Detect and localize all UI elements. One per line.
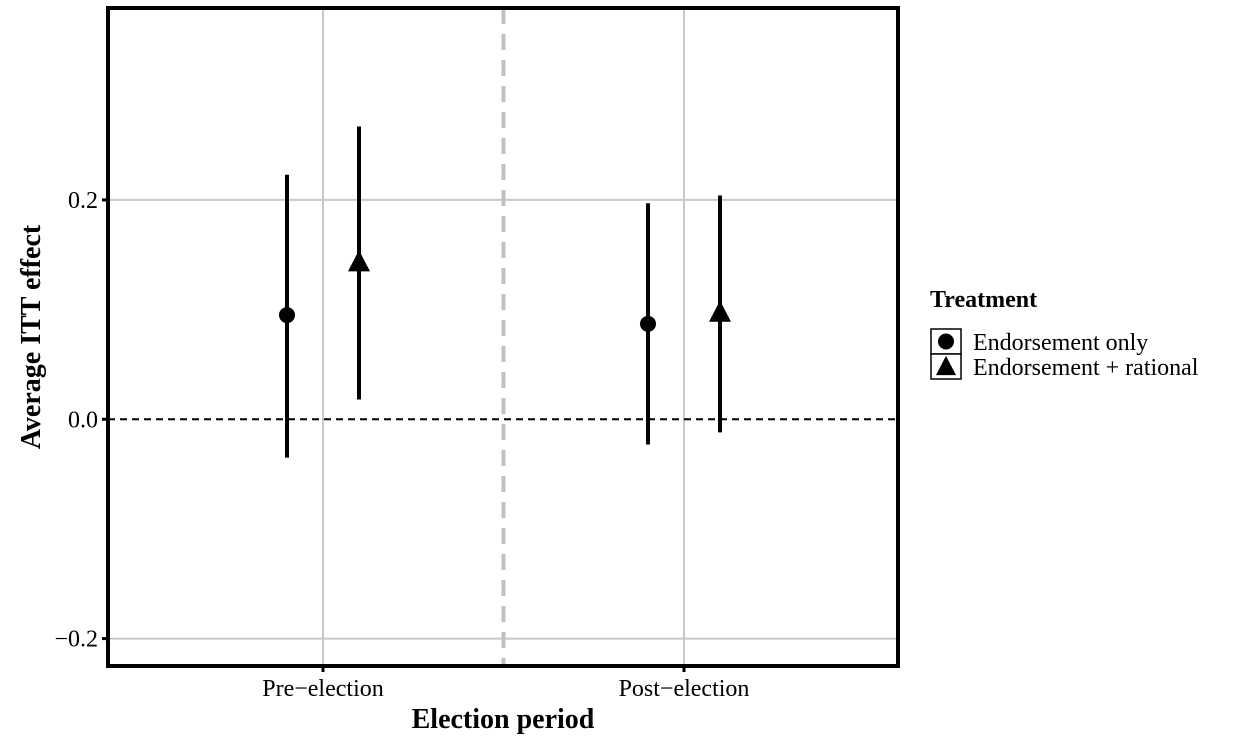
x-tick-label: Post−election (619, 676, 750, 702)
y-axis-title: Average ITT effect (16, 224, 47, 449)
legend-title: Treatment (930, 287, 1037, 313)
legend-label: Endorsement only (973, 330, 1148, 356)
plot-frame (106, 6, 900, 668)
legend-symbol-triangle (936, 355, 956, 376)
point-marker (348, 250, 370, 272)
data-marks (279, 126, 731, 458)
x-tick-label: Pre−election (262, 676, 384, 702)
reference-lines (108, 8, 898, 666)
point-marker (640, 315, 656, 332)
y-tick-label: 0.0 (68, 407, 98, 433)
x-axis-title: Election period (412, 704, 595, 735)
y-tick-label: −0.2 (54, 627, 98, 653)
legend-symbol-circle (938, 333, 954, 350)
point-marker (709, 300, 731, 322)
point-marker (279, 307, 295, 324)
legend-label: Endorsement + rational (973, 355, 1199, 381)
y-tick-label: 0.2 (68, 188, 98, 214)
axes: −0.2 0.0 0.2 Pre−election Post−election (54, 188, 749, 702)
